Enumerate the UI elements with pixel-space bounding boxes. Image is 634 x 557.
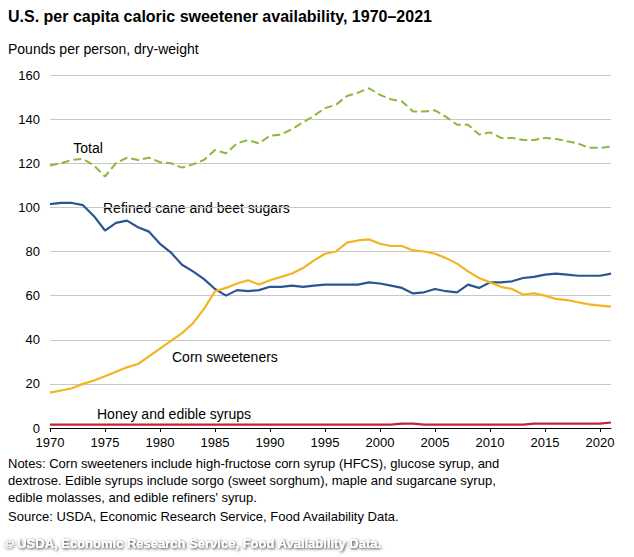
- svg-text:1980: 1980: [146, 435, 175, 450]
- svg-text:100: 100: [18, 200, 40, 215]
- svg-text:0: 0: [33, 421, 40, 436]
- svg-text:2020: 2020: [586, 435, 615, 450]
- svg-text:1990: 1990: [256, 435, 285, 450]
- svg-text:Corn sweeteners: Corn sweeteners: [172, 349, 278, 365]
- svg-text:Notes: Corn sweeteners include: Notes: Corn sweeteners include high-fruc…: [8, 456, 499, 471]
- svg-text:edible molasses, and edible re: edible molasses, and edible refiners' sy…: [8, 490, 257, 505]
- svg-text:dextrose. Edible syrups includ: dextrose. Edible syrups include sorgo (s…: [8, 473, 496, 488]
- svg-text:2010: 2010: [476, 435, 505, 450]
- svg-text:Source: USDA, Economic Researc: Source: USDA, Economic Research Service,…: [8, 509, 399, 524]
- svg-text:1985: 1985: [201, 435, 230, 450]
- svg-text:60: 60: [26, 288, 40, 303]
- svg-text:40: 40: [26, 332, 40, 347]
- svg-text:2015: 2015: [531, 435, 560, 450]
- svg-text:1995: 1995: [311, 435, 340, 450]
- svg-text:1975: 1975: [91, 435, 120, 450]
- svg-text:140: 140: [18, 112, 40, 127]
- svg-text:20: 20: [26, 376, 40, 391]
- svg-text:2005: 2005: [421, 435, 450, 450]
- svg-text:160: 160: [18, 68, 40, 83]
- svg-text:Refined cane and beet sugars: Refined cane and beet sugars: [103, 200, 290, 216]
- svg-text:Total: Total: [73, 140, 103, 156]
- svg-text:Pounds per person, dry-weight: Pounds per person, dry-weight: [8, 41, 199, 57]
- svg-text:2000: 2000: [366, 435, 395, 450]
- svg-text:© USDA, Economic Research Serv: © USDA, Economic Research Service, Food …: [4, 536, 381, 551]
- svg-text:80: 80: [26, 244, 40, 259]
- svg-text:U.S. per capita caloric sweete: U.S. per capita caloric sweetener availa…: [8, 8, 432, 25]
- svg-text:120: 120: [18, 156, 40, 171]
- svg-text:1970: 1970: [36, 435, 65, 450]
- svg-text:Honey and edible syrups: Honey and edible syrups: [97, 406, 251, 422]
